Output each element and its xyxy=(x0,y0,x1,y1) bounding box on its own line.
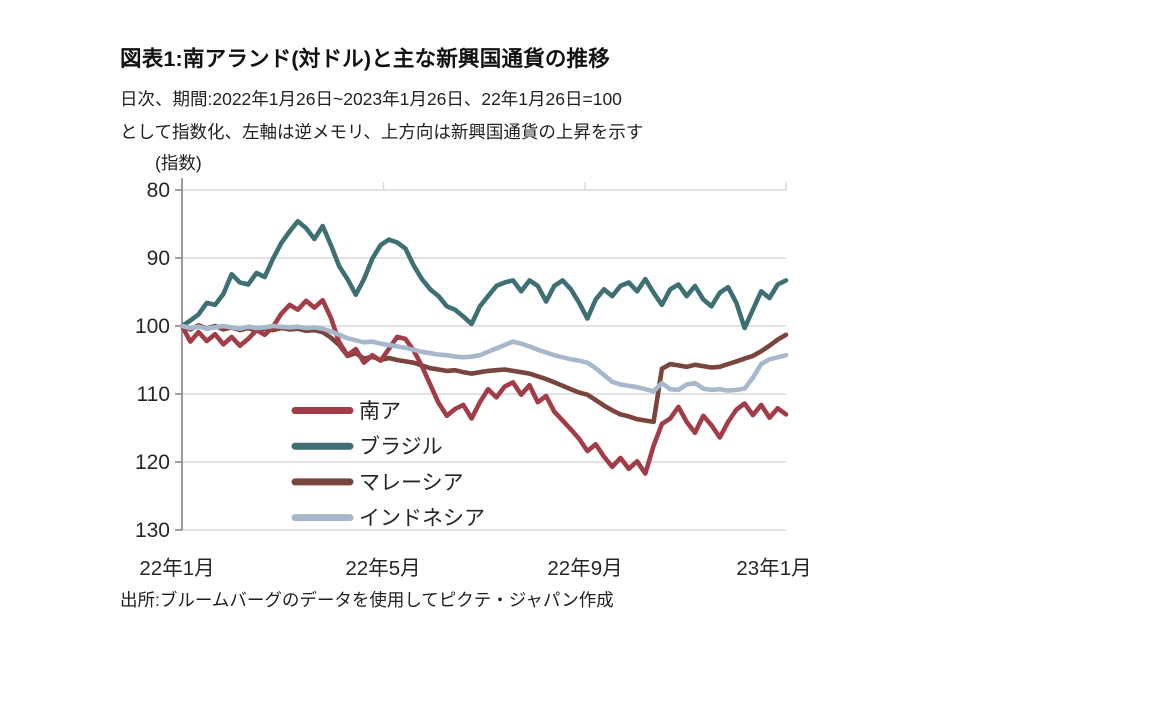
chart-title: 図表1:南アランド(対ドル)と主な新興国通貨の推移 xyxy=(120,47,610,71)
chart-subtitle-line1: 日次、期間:2022年1月26日~2023年1月26日、22年1月26日=100 xyxy=(120,89,622,109)
x-tick-label-0: 22年1月 xyxy=(139,557,214,580)
y-tick-label-120: 120 xyxy=(135,451,170,474)
series-line-1 xyxy=(179,219,789,331)
y-axis-unit-label: (指数) xyxy=(155,153,202,173)
y-tick-label-100: 100 xyxy=(135,315,170,338)
y-tick-label-130: 130 xyxy=(135,519,170,542)
y-tick-label-90: 90 xyxy=(147,247,170,270)
series-line-3 xyxy=(179,323,789,394)
legend-label-3: インドネシア xyxy=(359,507,485,530)
x-tick-label-3: 23年1月 xyxy=(736,557,811,580)
legend-label-0: 南ア xyxy=(359,400,401,423)
x-tick-label-1: 22年5月 xyxy=(345,557,420,580)
chart-subtitle-line2: として指数化、左軸は逆メモリ、上方向は新興国通貨の上昇を示す xyxy=(120,122,644,142)
series-line-0 xyxy=(179,297,789,476)
y-tick-label-80: 80 xyxy=(147,179,170,202)
legend-label-2: マレーシア xyxy=(359,471,464,494)
legend-label-1: ブラジル xyxy=(359,436,443,459)
x-tick-label-2: 22年9月 xyxy=(547,557,622,580)
y-tick-label-110: 110 xyxy=(137,383,170,406)
source-note: 出所:ブルームバーグのデータを使用してピクテ・ジャパン作成 xyxy=(120,590,614,610)
series-line-2 xyxy=(179,322,789,425)
